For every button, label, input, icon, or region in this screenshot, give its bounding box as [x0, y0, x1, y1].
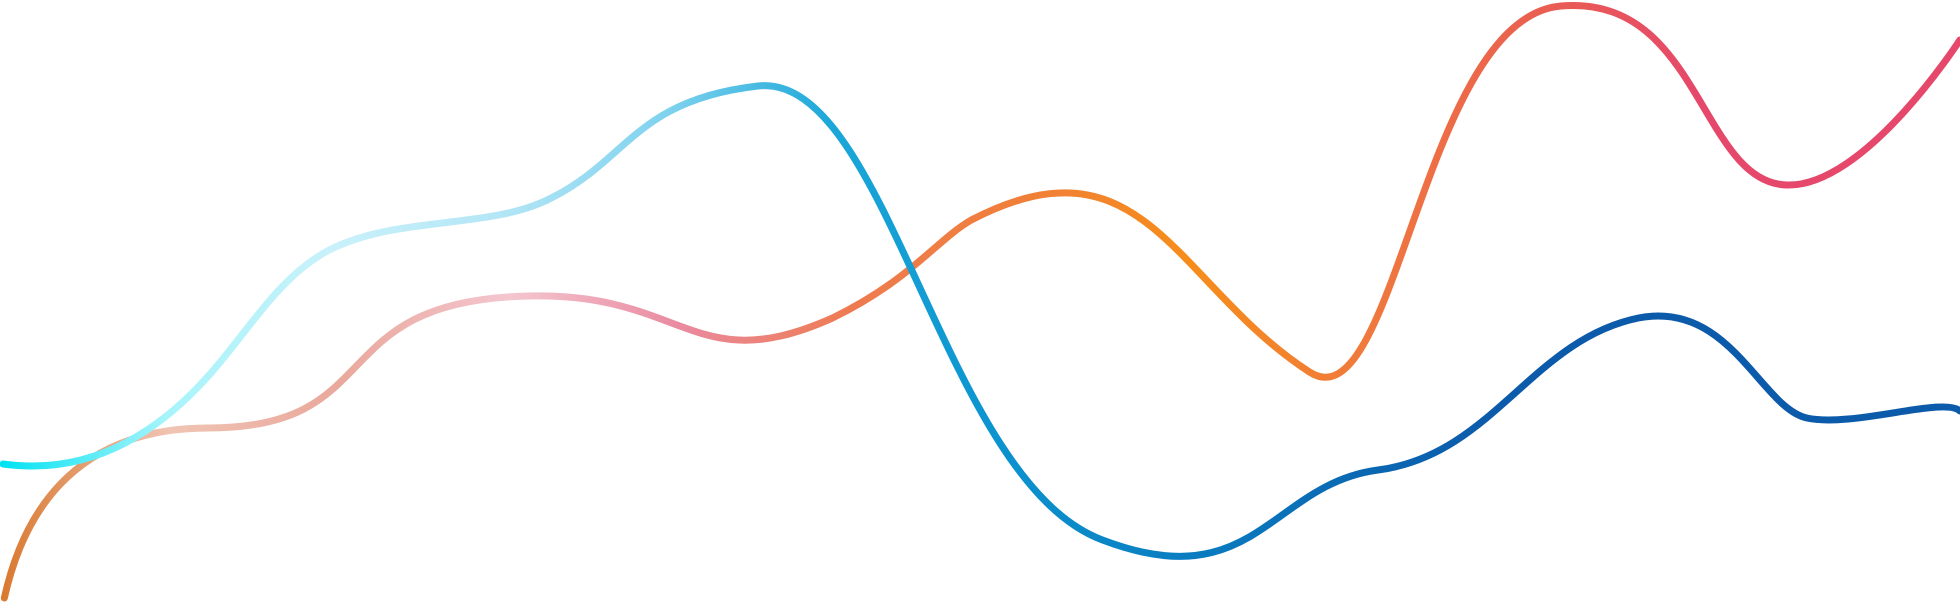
cool-wave-line: [3, 86, 1960, 557]
warm-wave-line: [4, 5, 1960, 598]
